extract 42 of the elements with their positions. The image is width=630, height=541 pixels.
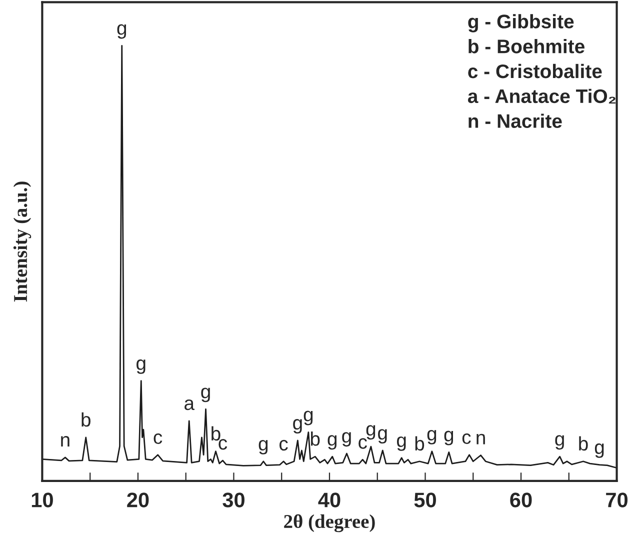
- annotation: c - Cristobalite: [468, 64, 602, 78]
- annotation: g: [293, 419, 302, 434]
- y-axis-title: Intensity (a.u.): [13, 182, 32, 302]
- annotation: g: [201, 388, 210, 402]
- x-tick-label: 60: [510, 492, 532, 508]
- x-axis-title: 2θ (degree): [284, 514, 375, 532]
- annotation: b: [212, 426, 220, 441]
- annotation: g: [136, 359, 146, 374]
- annotation: g: [366, 425, 376, 440]
- annotation: g: [594, 443, 604, 458]
- x-tick-label: 50: [414, 492, 436, 508]
- text: g - Gibbsite: [468, 14, 574, 32]
- annotation: g: [117, 24, 126, 39]
- x-tick-label: 70: [606, 492, 628, 508]
- annotation: b: [82, 412, 90, 427]
- x-tick-label: 40: [318, 492, 340, 508]
- annotation: n: [61, 436, 70, 446]
- annotation: b: [310, 432, 320, 446]
- annotation: g: [444, 430, 454, 446]
- annotation: g: [397, 436, 406, 451]
- annotation: a - Anatace TiO₂: [468, 88, 616, 104]
- annotation: g: [328, 435, 337, 450]
- x-tick-label: 10: [32, 492, 53, 508]
- annotation: a: [184, 399, 195, 410]
- annotation: c: [462, 433, 471, 444]
- annotation: g: [342, 432, 351, 447]
- annotation: c: [154, 433, 162, 444]
- x-tick-label: 20: [127, 492, 149, 508]
- annotation: g: [304, 410, 313, 426]
- annotation: c: [218, 439, 228, 450]
- annotation: b: [415, 436, 424, 451]
- annotation: c: [358, 438, 367, 449]
- annotation: g: [427, 430, 436, 444]
- annotation: g: [258, 440, 268, 454]
- annotation: b - Boehmite: [468, 39, 584, 54]
- annotation: b: [579, 436, 588, 451]
- annotation: n - Nacrite: [468, 114, 562, 128]
- annotation: c: [279, 440, 288, 451]
- x-tick-label: 30: [222, 492, 244, 508]
- annotation: n: [476, 434, 485, 444]
- annotation: g: [378, 429, 387, 444]
- annotation: g: [555, 435, 564, 450]
